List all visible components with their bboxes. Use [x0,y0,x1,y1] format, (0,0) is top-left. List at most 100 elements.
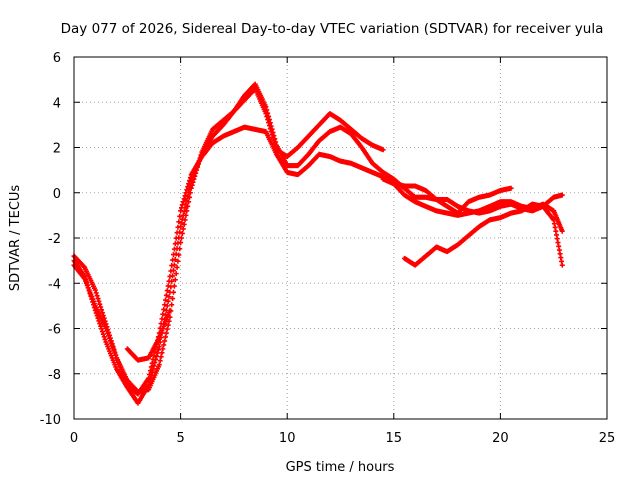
data-point-marker [178,208,184,214]
sample-marker [170,257,176,263]
sample-marker [100,331,106,337]
y-tick-label: 4 [53,96,61,111]
sample-marker [184,187,190,193]
sample-marker [172,277,178,283]
sample-marker [268,123,274,129]
x-axis-title: GPS time / hours [286,460,395,475]
sample-marker [272,136,278,142]
sample-marker [93,290,99,296]
y-tick-label: -4 [48,277,61,292]
data-point-marker [380,147,386,153]
sample-marker [174,264,180,270]
sample-marker [179,216,185,222]
sample-marker [165,298,171,304]
data-point-marker [156,344,162,350]
y-tick-label: -6 [48,323,61,338]
sample-marker [157,358,163,364]
sample-marker [99,329,105,335]
sample-marker [184,197,190,203]
y-tick-label: 2 [53,142,61,157]
y-tick-label: 6 [53,51,61,66]
sample-marker [101,334,107,340]
sample-marker [182,193,188,199]
sample-marker [102,336,108,342]
sample-marker [265,110,271,116]
y-tick-label: -2 [48,232,61,247]
sample-marker [164,288,170,294]
chart-title: Day 077 of 2026, Sidereal Day-to-day VTE… [61,21,604,37]
sample-marker [99,307,105,313]
sample-marker [176,219,182,225]
y-tick-label: -10 [40,413,61,428]
y-tick-label: 0 [53,187,61,202]
sample-marker [266,113,272,119]
sample-marker [163,330,169,336]
sample-marker [181,221,187,227]
sample-marker [180,212,186,218]
sample-marker [96,298,102,304]
sample-marker [165,283,171,289]
sample-marker [166,278,172,284]
sample-marker [98,304,104,310]
sample-marker [178,220,184,226]
sample-marker [158,354,164,360]
sample-marker [186,181,192,187]
sample-marker [269,126,275,132]
sample-marker [178,205,184,211]
sample-marker [180,226,186,232]
data-point-marker [559,228,565,234]
sample-marker [179,202,185,208]
x-tick-label: 0 [70,431,78,446]
y-axis-title: SDTVAR / TECUs [8,185,23,292]
sample-marker [147,368,153,374]
sample-marker [162,334,168,340]
sample-marker [179,230,185,236]
data-point-marker [263,104,269,110]
sample-marker [160,311,166,317]
data-point-marker [156,362,162,368]
x-tick-label: 25 [599,431,616,446]
data-point-marker [146,375,152,381]
sample-marker [155,347,161,353]
sample-marker [162,302,168,308]
sample-marker [148,364,154,370]
sample-marker [168,284,174,290]
sample-marker [169,263,175,269]
x-tick-label: 5 [176,431,184,446]
sample-marker [162,297,168,303]
series-track-5 [380,176,565,234]
sample-marker [186,178,192,184]
sample-marker [175,258,181,264]
sample-marker [177,213,183,219]
sample-marker [94,293,100,299]
sample-marker [266,117,272,123]
sample-marker [170,296,176,302]
y-tick-label: -8 [48,368,61,383]
data-point-marker [167,307,173,313]
data-point-marker [559,262,565,268]
sample-marker [173,271,179,277]
sample-marker [159,316,165,322]
sample-marker [168,268,174,274]
sample-marker [150,356,156,362]
sample-marker [271,133,277,139]
data-series [71,81,565,406]
sample-marker [95,296,101,302]
sample-marker [160,346,166,352]
sample-marker [169,302,175,308]
x-tick-label: 10 [279,431,296,446]
sample-marker [171,246,177,252]
sample-marker [99,326,105,332]
sample-marker [151,353,157,359]
axis-ticks: 0 5 10 15 20 25 -10 -8 -6 -4 -2 0 2 4 6 [40,51,616,446]
sample-marker [149,360,155,366]
sample-marker [183,190,189,196]
sample-marker [164,326,170,332]
sample-marker [264,107,270,113]
sample-marker [172,241,178,247]
sample-marker [181,196,187,202]
sample-marker [165,322,171,328]
sample-marker [175,224,181,230]
